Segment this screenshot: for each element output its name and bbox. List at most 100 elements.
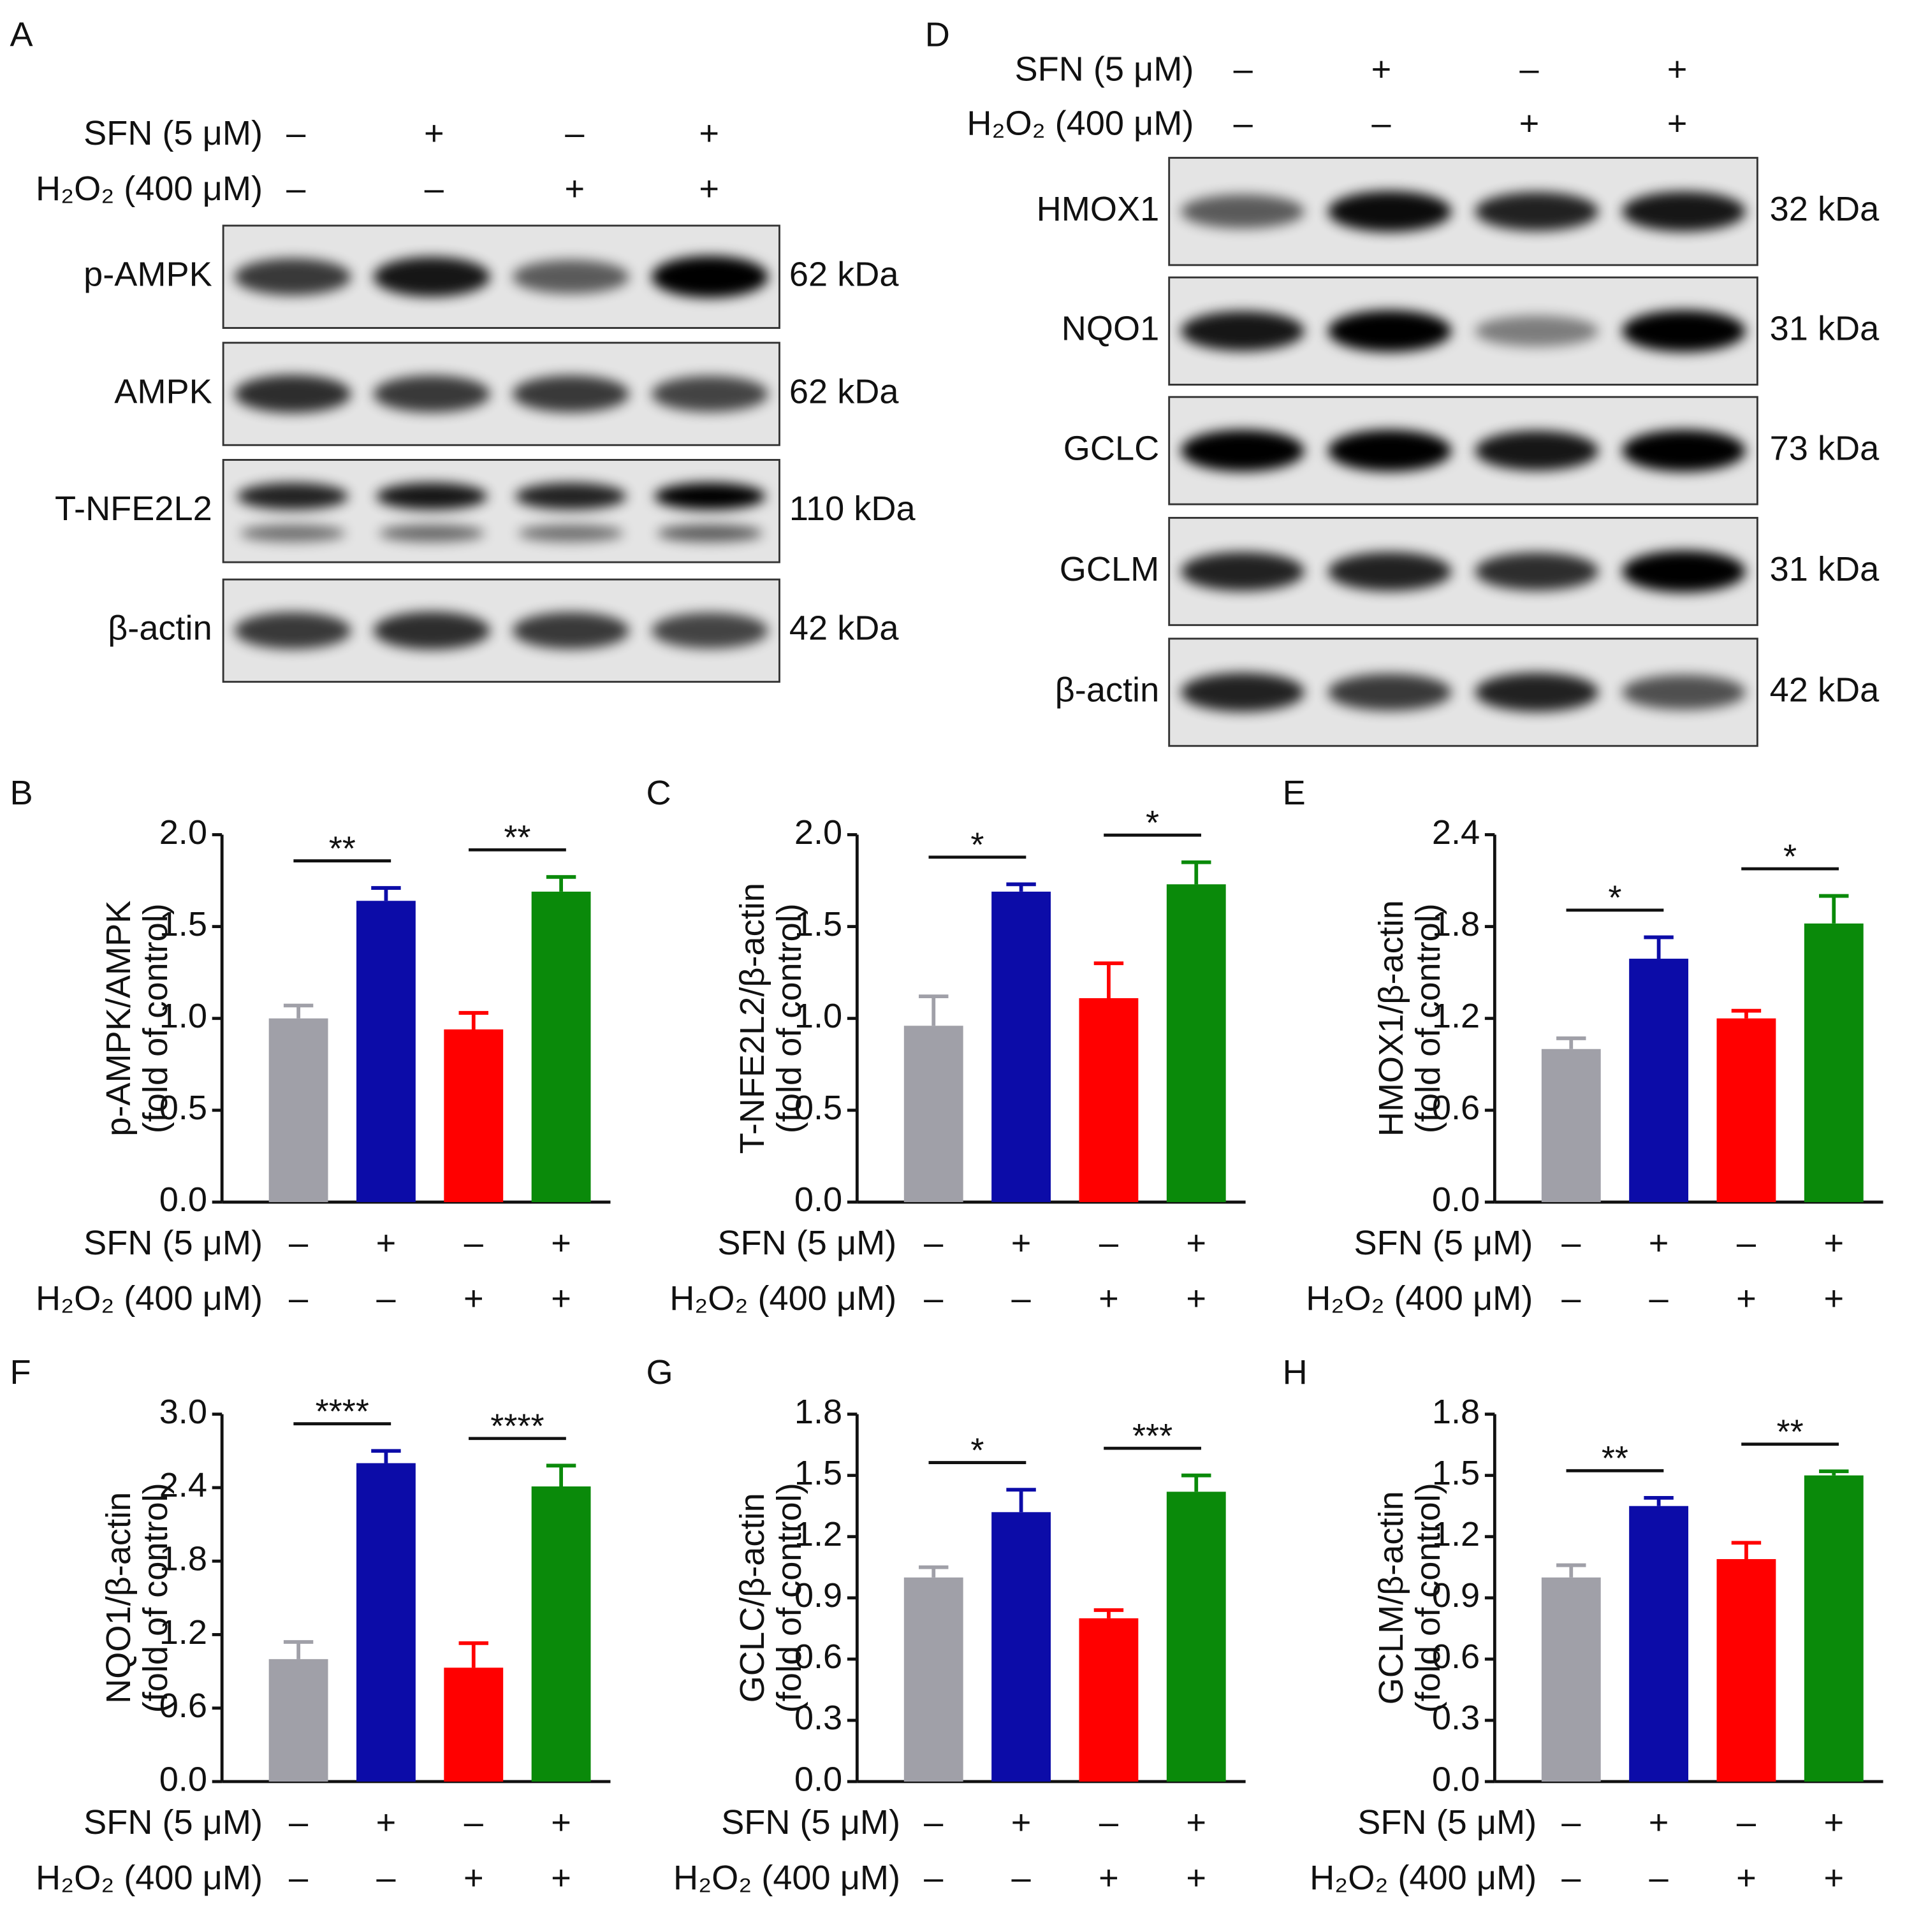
y-tick-label: 0.0 (1432, 1760, 1480, 1798)
treatment-sign: + (1011, 1803, 1032, 1841)
band (512, 259, 629, 294)
treatment-sign: + (464, 1859, 484, 1897)
band (654, 483, 766, 510)
band (234, 612, 351, 650)
blot-size: 42 kDa (789, 609, 899, 648)
significance-label: **** (490, 1407, 544, 1446)
treatment-sign: + (1519, 105, 1540, 143)
treatment-sign: – (1012, 1279, 1032, 1318)
treatment-sign: + (1099, 1859, 1119, 1897)
panel-letter: F (10, 1353, 31, 1391)
band (1622, 191, 1746, 232)
treatment-sign: – (1649, 1279, 1669, 1318)
y-tick-label: 1.2 (159, 1613, 207, 1652)
significance-label: * (970, 1431, 984, 1469)
y-tick-label: 2.4 (1432, 813, 1480, 852)
y-axis-label: (fold of control) (770, 1483, 808, 1713)
y-tick-label: 0.3 (794, 1699, 842, 1737)
band (373, 611, 490, 650)
y-axis-label: T-NFE2L2/β-actin (733, 883, 771, 1154)
y-tick-label: 0.3 (1432, 1699, 1480, 1737)
significance-label: **** (316, 1393, 369, 1431)
band (518, 525, 624, 542)
y-tick-label: 1.8 (1432, 905, 1480, 943)
panel-letter: B (10, 774, 33, 812)
treatment-sign: – (1561, 1224, 1581, 1262)
treatment-sign: – (924, 1279, 944, 1318)
band (1327, 310, 1452, 352)
treatment-sign: – (924, 1803, 944, 1841)
treatment-sign: + (1823, 1803, 1844, 1841)
treatment-sign: – (924, 1859, 944, 1897)
y-tick-label: 1.8 (1432, 1393, 1480, 1431)
treatment-sign: – (289, 1224, 309, 1262)
band (1622, 430, 1746, 472)
blot-size: 62 kDa (789, 372, 899, 410)
treatment-sign: – (1737, 1803, 1757, 1841)
blot-size: 31 kDa (1770, 550, 1880, 588)
treatment-sign: – (1649, 1859, 1669, 1897)
significance-label: ** (329, 829, 356, 868)
treatment-sign: + (1823, 1279, 1844, 1318)
treatment-sign: – (1099, 1224, 1119, 1262)
treatment-sign: – (1012, 1859, 1032, 1897)
panel-letter: G (647, 1353, 673, 1391)
band (240, 525, 346, 542)
blot-label: HMOX1 (1037, 190, 1160, 228)
panel-letter: E (1283, 774, 1306, 812)
y-tick-label: 0.9 (1432, 1576, 1480, 1615)
band (515, 483, 627, 510)
y-tick-label: 1.2 (1432, 997, 1480, 1035)
y-tick-label: 0.5 (159, 1089, 207, 1127)
treatment-label: SFN (5 μM) (1354, 1224, 1533, 1262)
blot-label: NQO1 (1062, 310, 1159, 348)
band (1327, 191, 1452, 232)
bar (1541, 1577, 1601, 1782)
panel-letter: A (10, 15, 33, 54)
blot-label: T-NFE2L2 (55, 490, 212, 528)
y-axis-label: GCLC/β-actin (733, 1493, 771, 1703)
bar (1079, 998, 1139, 1202)
treatment-sign: – (289, 1859, 309, 1897)
treatment-label: SFN (5 μM) (84, 1224, 263, 1262)
y-axis-label: HMOX1/β-actin (1372, 900, 1410, 1137)
treatment-sign: + (551, 1859, 571, 1897)
y-axis-label: GCLM/β-actin (1372, 1491, 1410, 1704)
bar (268, 1018, 328, 1202)
treatment-sign: + (1186, 1279, 1206, 1318)
bar (991, 891, 1051, 1202)
treatment-sign: – (425, 170, 444, 208)
treatment-sign: – (289, 1803, 309, 1841)
treatment-sign: – (1561, 1859, 1581, 1897)
bar (1804, 1475, 1864, 1782)
treatment-sign: + (699, 170, 719, 208)
band (376, 483, 488, 510)
bar (356, 1463, 416, 1782)
treatment-sign: + (1099, 1279, 1119, 1318)
y-tick-label: 1.5 (159, 905, 207, 943)
treatment-sign: + (1186, 1224, 1206, 1262)
y-tick-label: 0.9 (794, 1576, 842, 1615)
bar (444, 1029, 504, 1202)
band (237, 483, 349, 510)
treatment-label: H₂O₂ (400 μM) (1310, 1859, 1537, 1897)
band (1622, 310, 1746, 352)
band (512, 375, 629, 413)
blot-size: 110 kDa (789, 490, 916, 528)
band (1327, 551, 1452, 592)
treatment-sign: + (551, 1803, 571, 1841)
significance-label: *** (1132, 1417, 1173, 1455)
blot-label: AMPK (114, 372, 212, 410)
bar (903, 1026, 963, 1202)
treatment-sign: – (1234, 50, 1253, 88)
y-tick-label: 0.0 (159, 1760, 207, 1798)
band (651, 613, 769, 649)
y-tick-label: 1.2 (794, 1515, 842, 1553)
blot-frame (222, 459, 780, 563)
treatment-label: H₂O₂ (400 μM) (1306, 1279, 1533, 1318)
treatment-sign: – (1234, 105, 1253, 143)
band (1475, 192, 1599, 231)
bar (1716, 1018, 1776, 1202)
band (1181, 551, 1304, 592)
